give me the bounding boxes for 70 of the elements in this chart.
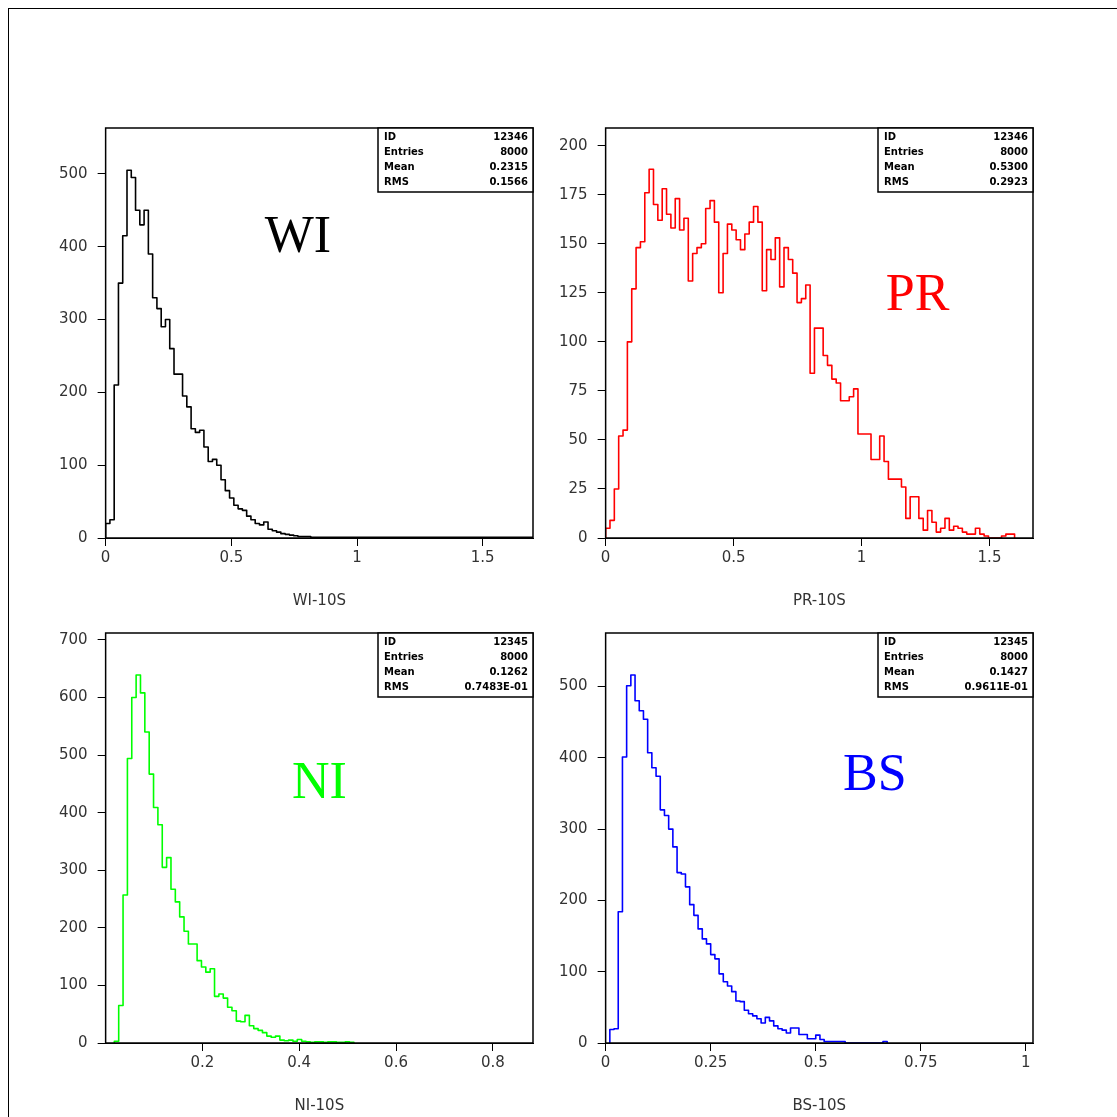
text: Entries 8000 [384, 651, 528, 663]
x-tick-label: 1.5 [470, 547, 495, 566]
text: Mean 0.1427 [884, 666, 1028, 678]
text: BS [843, 744, 907, 802]
text: PR [885, 263, 950, 321]
text: ID 12345 [884, 636, 1028, 648]
y-tick-label: 300 [58, 309, 88, 328]
y-tick-label: 300 [58, 860, 88, 879]
x-tick-label: 1 [1021, 1052, 1031, 1071]
x-axis-title: PR-10S [792, 590, 846, 609]
y-tick-label: 200 [558, 135, 588, 154]
text: RMS 0.7483E-01 [384, 681, 528, 693]
x-tick-label: 1 [856, 547, 867, 566]
y-tick-label: 0 [78, 527, 88, 546]
x-tick-label: 0.5 [721, 547, 746, 566]
y-tick-label: 100 [558, 331, 588, 350]
y-tick-label: 75 [568, 380, 588, 399]
x-tick-label: 0.8 [480, 1052, 505, 1071]
y-tick-label: 700 [58, 629, 88, 648]
y-tick-label: 200 [558, 890, 588, 909]
y-tick-label: 600 [58, 687, 88, 706]
x-axis-title: WI-10S [292, 590, 346, 609]
text: ID 12346 [384, 131, 528, 143]
x-tick-label: 0.6 [384, 1052, 408, 1071]
x-tick-label: 0.5 [803, 1052, 828, 1071]
y-tick-label: 100 [558, 961, 588, 980]
y-tick-label: 0 [78, 1032, 88, 1051]
text: Entries 8000 [884, 146, 1028, 158]
text: Mean 0.1262 [384, 666, 528, 678]
y-tick-label: 0 [578, 1032, 588, 1051]
y-tick-label: 400 [58, 236, 88, 255]
y-tick-label: 50 [568, 429, 588, 448]
y-tick-label: 400 [58, 802, 88, 821]
text: ID 12345 [384, 636, 528, 648]
x-tick-label: 0.25 [693, 1052, 728, 1071]
text: Entries 8000 [884, 651, 1028, 663]
y-tick-label: 100 [58, 455, 88, 474]
text: Mean 0.2315 [384, 161, 528, 173]
text: Entries 8000 [384, 146, 528, 158]
x-axis-title: NI-10S [294, 1095, 345, 1114]
x-tick-label: 1 [352, 547, 362, 566]
y-tick-label: 25 [568, 478, 588, 497]
y-tick-label: 175 [558, 184, 588, 203]
y-tick-label: 150 [558, 233, 588, 252]
y-tick-label: 200 [58, 382, 88, 401]
text: RMS 0.9611E-01 [884, 681, 1028, 693]
y-tick-label: 300 [558, 818, 588, 837]
x-tick-label: 0.75 [904, 1052, 938, 1071]
y-tick-label: 400 [558, 747, 588, 766]
y-tick-label: 200 [58, 917, 88, 936]
x-tick-label: 0.4 [287, 1052, 312, 1071]
text: ID 12346 [884, 131, 1028, 143]
text: Mean 0.5300 [884, 161, 1028, 173]
text: RMS 0.1566 [384, 176, 528, 188]
y-tick-label: 500 [558, 676, 588, 695]
y-tick-label: 500 [58, 744, 88, 763]
x-tick-label: 0.5 [219, 547, 244, 566]
x-axis-title: BS-10S [792, 1095, 847, 1114]
x-tick-label: 0.2 [190, 1052, 215, 1071]
y-tick-label: 125 [558, 282, 588, 301]
text: NI [291, 752, 347, 810]
text: RMS 0.2923 [884, 176, 1028, 188]
text: WI [264, 206, 332, 264]
x-tick-label: 0 [100, 547, 111, 566]
x-tick-label: 0 [600, 547, 611, 566]
y-tick-label: 100 [58, 975, 88, 994]
y-tick-label: 500 [58, 163, 88, 182]
x-tick-label: 0 [600, 1052, 611, 1071]
y-tick-label: 0 [578, 527, 588, 546]
x-tick-label: 1.5 [977, 547, 1002, 566]
